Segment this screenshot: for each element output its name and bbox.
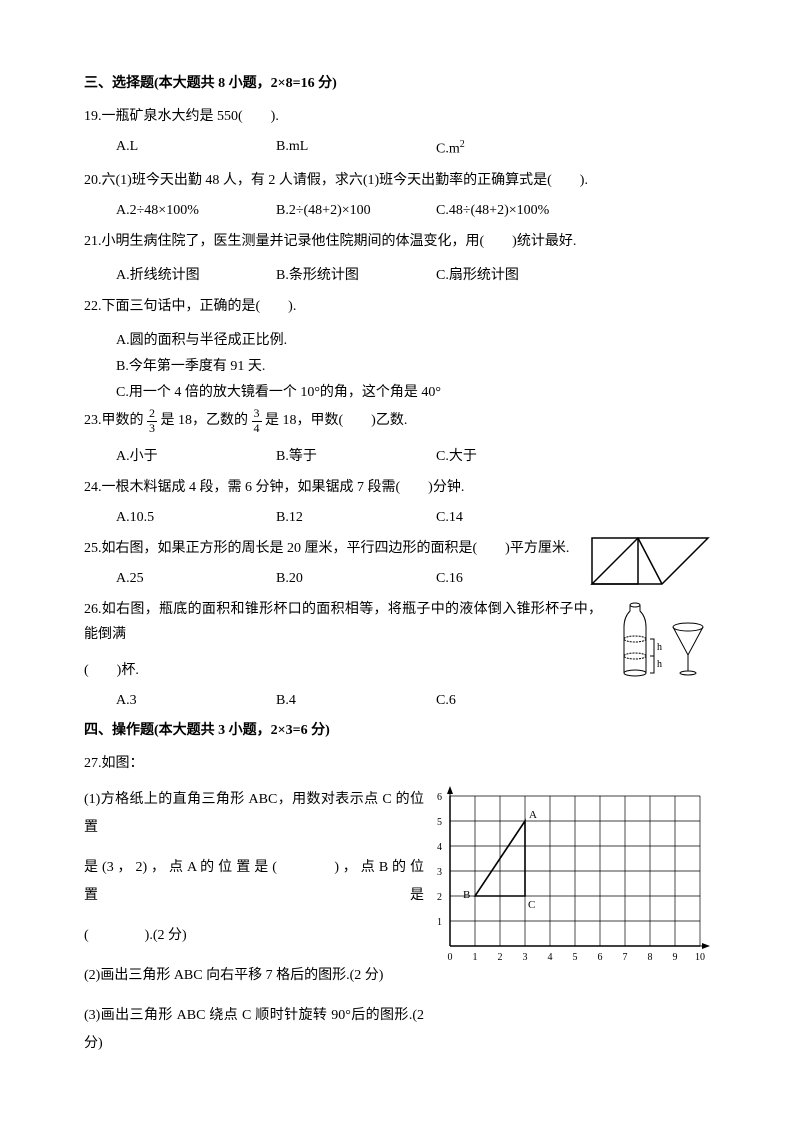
q23-frac1: 2 3 — [147, 407, 157, 434]
q26-c: C.6 — [436, 693, 596, 709]
q23-text: 23.甲数的 2 3 是 18，乙数的 3 4 是 18，甲数( )乙数. — [84, 407, 710, 434]
q21-text: 21.小明生病住院了，医生测量并记录他住院期间的体温变化，用( )统计最好. — [84, 229, 710, 254]
q21-options: A.折线统计图 B.条形统计图 C.扇形统计图 — [84, 264, 710, 284]
svg-text:7: 7 — [623, 952, 628, 963]
q23-b: B.等于 — [276, 445, 436, 465]
svg-text:A: A — [529, 809, 537, 821]
q27-wrap: 0 1 2 3 4 5 6 7 8 9 10 1 2 3 4 5 6 A B C (1)方格纸上的直角三角形 ABC，… — [84, 786, 710, 1058]
q20-text: 20.六(1)班今天出勤 48 人，有 2 人请假，求六(1)班今天出勤率的正确… — [84, 168, 710, 193]
q27-left: (1)方格纸上的直角三角形 ABC，用数对表示点 C 的位置 是 (3 ， 2)… — [84, 786, 424, 1058]
q25-a: A.25 — [116, 571, 276, 587]
q26-block: h h 26.如右图，瓶底的面积和锥形杯口的面积相等，将瓶子中的液体倒入锥形杯子… — [84, 597, 710, 719]
q19-options: A.L B.mL C.m2 — [84, 139, 710, 158]
q24-c: C.14 — [436, 510, 596, 526]
q23-c: C.大于 — [436, 445, 596, 465]
svg-text:3: 3 — [523, 952, 528, 963]
svg-text:C: C — [528, 899, 535, 911]
q22-text: 22.下面三句话中，正确的是( ). — [84, 294, 710, 319]
q21-b: B.条形统计图 — [276, 264, 436, 284]
q23-frac2: 3 4 — [252, 407, 262, 434]
q25-c: C.16 — [436, 571, 596, 587]
svg-text:4: 4 — [437, 842, 442, 853]
q23-mid2: 是 18，甲数( )乙数. — [265, 413, 407, 428]
svg-text:8: 8 — [648, 952, 653, 963]
q23-pre: 23.甲数的 — [84, 413, 144, 428]
svg-text:6: 6 — [437, 792, 442, 803]
section3-title: 三、选择题(本大题共 8 小题，2×8=16 分) — [84, 72, 710, 92]
q27-head: 27.如图： — [84, 751, 710, 776]
q24-options: A.10.5 B.12 C.14 — [84, 510, 710, 526]
q21-c: C.扇形统计图 — [436, 264, 596, 284]
q20-b: B.2÷(48+2)×100 — [276, 203, 436, 219]
q26-b: B.4 — [276, 693, 436, 709]
svg-text:0: 0 — [448, 952, 453, 963]
parallelogram-icon — [590, 536, 710, 586]
q24-a: A.10.5 — [116, 510, 276, 526]
svg-text:h: h — [657, 642, 662, 653]
q19-b: B.mL — [276, 139, 436, 158]
q26-a: A.3 — [116, 693, 276, 709]
q21-a: A.折线统计图 — [116, 264, 276, 284]
q20-c: C.48÷(48+2)×100% — [436, 203, 596, 219]
q27-p1c: ( ).(2 分) — [84, 922, 424, 950]
svg-text:6: 6 — [598, 952, 603, 963]
page: 三、选择题(本大题共 8 小题，2×8=16 分) 19.一瓶矿泉水大约是 55… — [0, 0, 794, 1130]
q26-options: A.3 B.4 C.6 — [84, 693, 710, 709]
q22-b: B.今年第一季度有 91 天. — [84, 355, 710, 375]
svg-text:1: 1 — [437, 917, 442, 928]
q25-options: A.25 B.20 C.16 — [84, 571, 582, 587]
q27-p1b: 是 (3 ， 2) ， 点 A 的 位 置 是 ( ) ， 点 B 的 位 置 … — [84, 854, 424, 910]
q19-a: A.L — [116, 139, 276, 158]
svg-text:5: 5 — [573, 952, 578, 963]
q24-text: 24.一根木料锯成 4 段，需 6 分钟，如果锯成 7 段需( )分钟. — [84, 475, 710, 500]
svg-text:9: 9 — [673, 952, 678, 963]
q20-a: A.2÷48×100% — [116, 203, 276, 219]
q22-c: C.用一个 4 倍的放大镜看一个 10°的角，这个角是 40° — [84, 381, 710, 401]
q22-a: A.圆的面积与半径成正比例. — [84, 329, 710, 349]
q24-b: B.12 — [276, 510, 436, 526]
svg-text:10: 10 — [695, 952, 705, 963]
q25-b: B.20 — [276, 571, 436, 587]
q19-text: 19.一瓶矿泉水大约是 550( ). — [84, 104, 710, 129]
q23-mid1: 是 18，乙数的 — [161, 413, 249, 428]
svg-text:4: 4 — [548, 952, 553, 963]
q27-p2: (2)画出三角形 ABC 向右平移 7 格后的图形.(2 分) — [84, 962, 424, 990]
bottle-cone-icon: h h — [610, 597, 710, 683]
q27-p3: (3)画出三角形 ABC 绕点 C 顺时针旋转 90°后的图形.(2 分) — [84, 1002, 424, 1058]
q19-c: C.m2 — [436, 139, 596, 158]
q23-a: A.小于 — [116, 445, 276, 465]
svg-text:5: 5 — [437, 817, 442, 828]
q25-block: 25.如右图，如果正方形的周长是 20 厘米，平行四边形的面积是( )平方厘米.… — [84, 536, 710, 587]
grid-figure-icon: 0 1 2 3 4 5 6 7 8 9 10 1 2 3 4 5 6 A B C — [428, 786, 718, 966]
svg-text:2: 2 — [437, 892, 442, 903]
q27-p1a: (1)方格纸上的直角三角形 ABC，用数对表示点 C 的位置 — [84, 786, 424, 842]
svg-text:3: 3 — [437, 867, 442, 878]
section4-title: 四、操作题(本大题共 3 小题，2×3=6 分) — [84, 719, 710, 739]
svg-text:2: 2 — [498, 952, 503, 963]
svg-text:B: B — [463, 889, 470, 901]
q23-options: A.小于 B.等于 C.大于 — [84, 445, 710, 465]
svg-text:h: h — [657, 659, 662, 670]
svg-text:1: 1 — [473, 952, 478, 963]
q20-options: A.2÷48×100% B.2÷(48+2)×100 C.48÷(48+2)×1… — [84, 203, 710, 219]
